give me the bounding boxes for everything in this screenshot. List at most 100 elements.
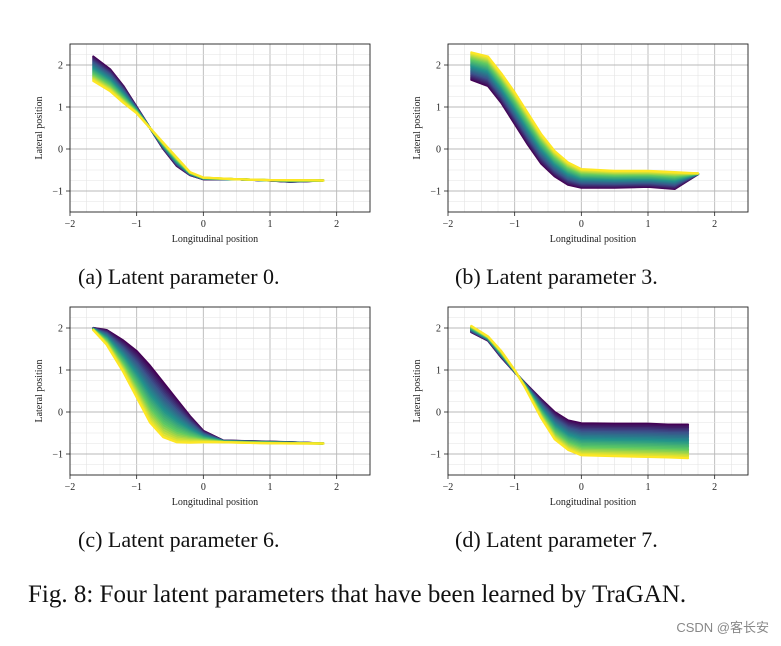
trajectory-line — [470, 324, 690, 460]
curves-d — [470, 324, 690, 460]
x-axis-label: Longitudinal position — [172, 234, 258, 245]
y-tick-label: −1 — [430, 450, 441, 461]
curves-a — [92, 55, 325, 183]
curves-c — [92, 326, 325, 445]
trajectory-line — [92, 57, 325, 183]
trajectory-line — [92, 72, 325, 182]
axes-frame-a — [69, 43, 371, 213]
subcaption-c: (c) Latent parameter 6. — [78, 527, 280, 552]
y-tick-label: 0 — [58, 408, 63, 419]
x-tick-label: −1 — [509, 482, 520, 493]
trajectory-line — [92, 62, 325, 183]
chart-d: −2 −1 0 1 2 2 1 0 −1 Longitudinal position Lateral… — [412, 306, 749, 508]
axes-frame-d — [447, 306, 749, 476]
x-tick-label: 0 — [579, 482, 584, 493]
y-tick-label: 2 — [58, 61, 63, 72]
trajectory-line — [470, 53, 700, 175]
trajectory-line — [92, 326, 325, 445]
x-tick-label: 1 — [268, 482, 273, 493]
trajectory-line — [92, 67, 325, 183]
y-tick-label: 1 — [58, 103, 63, 114]
y-axis-label: Lateral position — [412, 359, 423, 422]
y-axis-label: Lateral position — [34, 96, 45, 159]
trajectory-line — [92, 70, 325, 182]
grid-a — [69, 43, 371, 213]
trajectory-line — [92, 58, 325, 183]
x-tick-label: 0 — [201, 219, 206, 230]
x-axis-label: Longitudinal position — [172, 497, 258, 508]
x-tick-label: −1 — [131, 219, 142, 230]
axes-frame-b — [447, 43, 749, 213]
y-tick-label: 2 — [436, 324, 441, 335]
chart-a: −2 −1 0 1 2 2 1 0 −1 Longitudinal position Lateral… — [34, 43, 371, 245]
trajectory-line — [92, 71, 325, 182]
y-tick-label: 1 — [436, 103, 441, 114]
trajectory-line — [92, 69, 325, 182]
y-tick-label: 1 — [58, 366, 63, 377]
trajectory-line — [92, 59, 325, 183]
trajectory-line — [470, 52, 700, 175]
trajectory-line — [470, 330, 690, 429]
x-tick-label: 1 — [268, 219, 273, 230]
panel-a: −2 −1 0 1 2 2 1 0 −1 Longitudinal position Lateral… — [0, 30, 371, 270]
trajectory-line — [470, 57, 700, 177]
trajectory-line — [92, 63, 325, 183]
x-tick-label: 1 — [646, 482, 651, 493]
trajectory-line — [92, 56, 325, 183]
trajectory-line — [470, 328, 690, 438]
y-tick-label: 1 — [436, 366, 441, 377]
trajectory-line — [92, 329, 325, 445]
y-tick-label: −1 — [430, 187, 441, 198]
trajectory-line — [470, 331, 690, 426]
trajectory-line — [92, 73, 325, 182]
trajectory-line — [92, 60, 325, 183]
y-tick-label: −1 — [52, 450, 63, 461]
panel-c: −2 −1 0 1 2 2 1 0 −1 Longitudinal position Lateral… — [0, 293, 371, 533]
y-tick-label: −1 — [52, 187, 63, 198]
x-tick-label: −2 — [65, 219, 76, 230]
figure-caption: Fig. 8: Four latent parameters that have… — [28, 581, 687, 608]
curves-b — [470, 51, 700, 190]
trajectory-line — [470, 329, 690, 436]
trajectory-line — [470, 330, 690, 431]
panel-b: −2 −1 0 1 2 2 1 0 −1 Longitudinal position Lateral… — [378, 30, 749, 270]
chart-c: −2 −1 0 1 2 2 1 0 −1 Longitudinal position Lateral… — [34, 306, 371, 508]
axes-frame-c — [69, 306, 371, 476]
trajectory-line — [470, 56, 700, 177]
subcaption-b: (b) Latent parameter 3. — [455, 264, 658, 289]
x-tick-label: 0 — [201, 482, 206, 493]
x-tick-label: −1 — [509, 219, 520, 230]
trajectory-line — [470, 328, 690, 439]
y-tick-label: 2 — [58, 324, 63, 335]
x-tick-label: −1 — [131, 482, 142, 493]
y-tick-label: 0 — [58, 145, 63, 156]
panel-d: −2 −1 0 1 2 2 1 0 −1 Longitudinal position Lateral… — [378, 293, 749, 533]
chart-b: −2 −1 0 1 2 2 1 0 −1 Longitudinal position Lateral… — [412, 43, 749, 245]
trajectory-line — [470, 58, 700, 178]
trajectory-line — [470, 54, 700, 176]
y-axis-label: Lateral position — [34, 359, 45, 422]
grid-c — [69, 306, 371, 476]
x-tick-label: −2 — [443, 482, 454, 493]
subcaption-a: (a) Latent parameter 0. — [78, 264, 280, 289]
x-tick-label: 2 — [334, 219, 339, 230]
trajectory-line — [470, 51, 700, 175]
trajectory-line — [92, 79, 325, 182]
trajectory-line — [92, 66, 325, 183]
y-tick-label: 2 — [436, 61, 441, 72]
subcaption-d: (d) Latent parameter 7. — [455, 527, 658, 552]
trajectory-line — [92, 61, 325, 183]
x-tick-label: −2 — [443, 219, 454, 230]
watermark: CSDN @客长安 — [676, 620, 769, 635]
trajectory-line — [470, 329, 690, 433]
x-tick-label: 0 — [579, 219, 584, 230]
x-axis-label: Longitudinal position — [550, 497, 636, 508]
x-tick-label: 2 — [712, 219, 717, 230]
x-tick-label: 2 — [712, 482, 717, 493]
trajectory-line — [92, 65, 325, 183]
y-axis-label: Lateral position — [412, 96, 423, 159]
x-tick-label: 1 — [646, 219, 651, 230]
x-tick-label: 2 — [334, 482, 339, 493]
y-tick-label: 0 — [436, 408, 441, 419]
x-axis-label: Longitudinal position — [550, 234, 636, 245]
